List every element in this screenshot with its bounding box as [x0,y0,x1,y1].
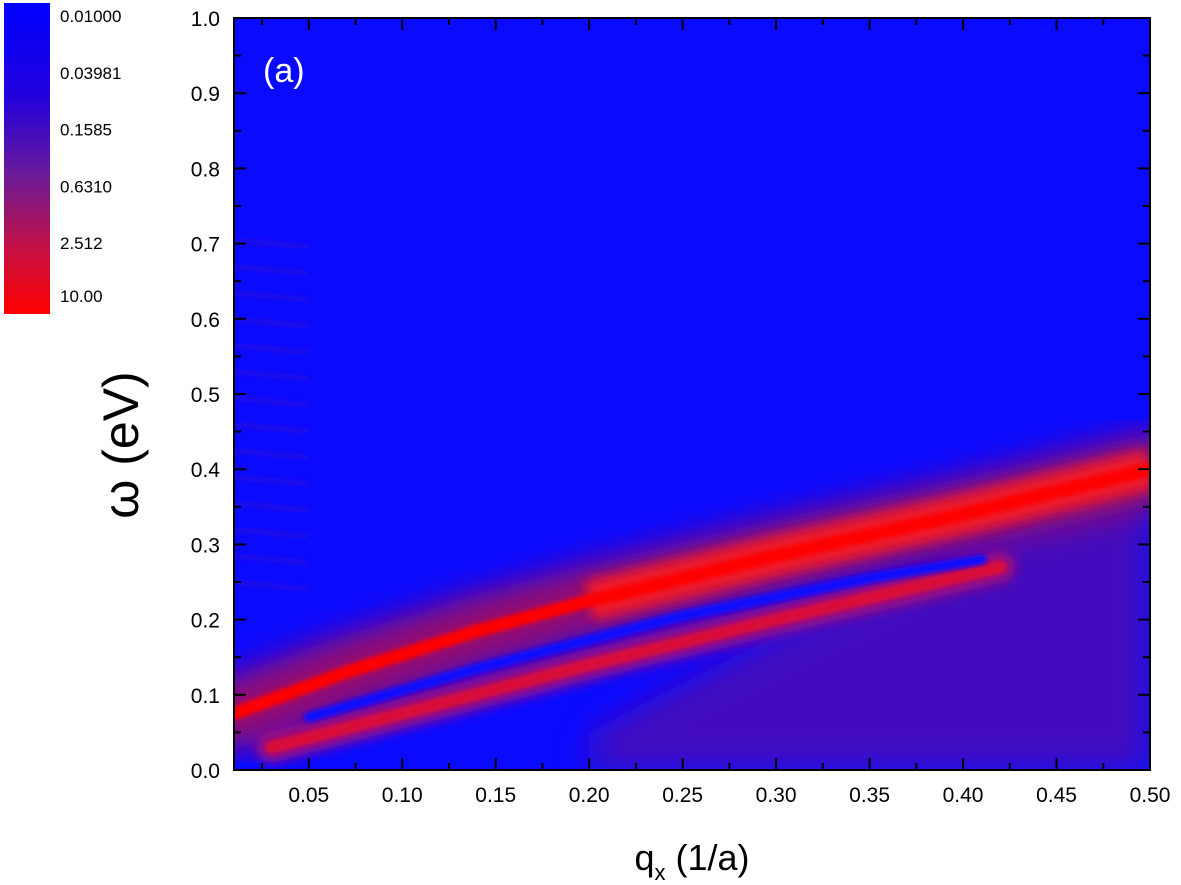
ripple [234,236,310,251]
x-axis: 0.05 0.10 0.15 0.20 0.25 0.30 0.35 0.40 0.45 0.50 [261,18,1171,807]
ripple [234,421,310,435]
ripple [234,315,310,330]
x-tick-label: 0.15 [475,784,516,807]
x-axis-title: qx (1/a) [634,837,749,885]
y-tick-label: 0.2 [191,610,220,633]
y-tick-label: 0.1 [191,685,220,708]
y-tick-label: 0.4 [191,459,221,482]
x-axis-title-unit: (1/a) [666,837,750,878]
ripple [234,342,310,356]
colorbar-label: 0.6310 [60,177,112,196]
y-tick-label: 0.9 [191,83,220,106]
x-tick-label: 0.05 [288,784,329,807]
ripple [234,552,310,567]
ripple [234,500,310,514]
ripple [234,579,310,593]
colorbar: 0.01000 0.03981 0.1585 0.6310 2.512 10.00 [4,3,121,314]
colorbar-label: 10.00 [60,287,103,306]
x-tick-label: 0.50 [1130,784,1171,807]
ripple [234,447,310,461]
ripple [234,526,310,540]
panel-label: (a) [263,52,305,90]
x-tick-label: 0.30 [756,784,797,807]
y-tick-label: 1.0 [191,8,220,31]
ripple [234,289,310,303]
branch-gap [303,554,987,723]
y-axis: 0.0 0.1 0.2 0.3 0.4 0.5 0.6 0.7 0.8 0.9 1.0 [191,8,1150,783]
x-axis-title-base: q [634,837,654,878]
ripple [234,394,310,409]
ripple [234,473,310,488]
y-tick-label: 0.6 [191,309,220,332]
y-axis-title: ω (eV) [93,371,149,518]
ripple [234,263,310,277]
y-tick-label: 0.7 [191,234,220,257]
x-tick-label: 0.40 [943,784,984,807]
y-tick-label: 0.0 [191,760,220,783]
colorbar-label: 0.1585 [60,121,112,140]
y-tick-label: 0.8 [191,158,220,181]
x-tick-label: 0.35 [849,784,890,807]
y-tick-label: 0.3 [191,534,220,557]
colorbar-gradient [4,3,50,314]
colorbar-label: 0.01000 [60,7,121,26]
y-tick-label: 0.5 [191,384,220,407]
x-tick-label: 0.20 [569,784,610,807]
x-tick-label: 0.10 [382,784,423,807]
plot-area [234,18,1150,770]
colorbar-label: 2.512 [60,234,103,253]
upper-branch [234,462,1150,721]
x-tick-label: 0.45 [1036,784,1077,807]
lower-branch [265,561,1007,754]
x-tick-label: 0.25 [662,784,703,807]
ripple [234,368,310,382]
x-axis-title-sub: x [655,860,666,885]
colorbar-label: 0.03981 [60,64,121,83]
